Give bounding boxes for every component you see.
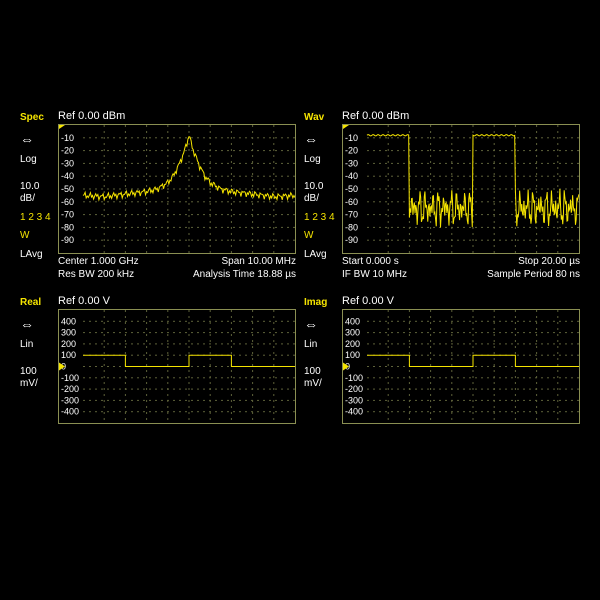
svg-text:100: 100 [345, 350, 360, 360]
svg-text:-400: -400 [345, 407, 363, 417]
wav-per-div-unit: dB/ [304, 193, 342, 206]
real-ref: Ref 0.00 V [58, 295, 296, 307]
wav-scale-mode: Log [304, 154, 342, 167]
real-arrow-icon: ⇔ [20, 316, 32, 334]
wav-arrow-icon: ⇔ [304, 131, 316, 149]
wav-trace-nums: 1 2 3 4 [304, 212, 335, 223]
imag-sidebar: Imag ⇔ Lin 100 mV/ [304, 295, 342, 445]
svg-text:-200: -200 [61, 384, 79, 394]
wav-ref: Ref 0.00 dBm [342, 110, 580, 122]
analyzer-screen: Spec ⇔ Log 10.0 dB/ 1 2 3 4 W LAvg Ref 0… [20, 110, 580, 470]
spec-footer2: Res BW 200 kHz Analysis Time 18.88 µs [58, 269, 296, 280]
imag-ref: Ref 0.00 V [342, 295, 580, 307]
spec-footer1: Center 1.000 GHz Span 10.00 MHz [58, 256, 296, 267]
svg-text:-10: -10 [345, 133, 358, 143]
real-plot[interactable]: 4003002001000-100-200-300-400 [58, 309, 296, 424]
spec-pane: Spec ⇔ Log 10.0 dB/ 1 2 3 4 W LAvg Ref 0… [20, 110, 296, 285]
svg-text:-30: -30 [345, 158, 358, 168]
spec-ref: Ref 0.00 dBm [58, 110, 296, 122]
svg-text:-90: -90 [61, 235, 74, 245]
imag-title: Imag [304, 297, 342, 310]
svg-text:-80: -80 [61, 222, 74, 232]
svg-text:-80: -80 [345, 222, 358, 232]
svg-text:400: 400 [61, 316, 76, 326]
spec-arrow-icon: ⇔ [20, 131, 32, 149]
spec-w: W [20, 230, 58, 243]
spec-per-div: 10.0 [20, 181, 58, 194]
wav-f1r: Stop 20.00 µs [518, 256, 580, 267]
wav-title: Wav [304, 112, 342, 125]
spec-avg: LAvg [20, 249, 58, 262]
wav-per-div: 10.0 [304, 181, 342, 194]
imag-per-div: 100 [304, 366, 342, 379]
svg-text:-60: -60 [345, 197, 358, 207]
svg-text:-40: -40 [61, 171, 74, 181]
svg-text:-400: -400 [61, 407, 79, 417]
svg-text:-100: -100 [345, 373, 363, 383]
wav-f1l: Start 0.000 s [342, 256, 399, 267]
svg-text:-200: -200 [345, 384, 363, 394]
svg-text:100: 100 [61, 350, 76, 360]
svg-text:-50: -50 [61, 184, 74, 194]
real-title: Real [20, 297, 58, 310]
real-per-div: 100 [20, 366, 58, 379]
svg-text:-70: -70 [345, 210, 358, 220]
svg-text:-20: -20 [61, 146, 74, 156]
svg-text:200: 200 [345, 339, 360, 349]
spec-f2r: Analysis Time 18.88 µs [193, 269, 296, 280]
svg-text:200: 200 [61, 339, 76, 349]
spec-per-div-unit: dB/ [20, 193, 58, 206]
svg-text:-30: -30 [61, 158, 74, 168]
spec-f1l: Center 1.000 GHz [58, 256, 139, 267]
wav-pane: Wav ⇔ Log 10.0 dB/ 1 2 3 4 W LAvg Ref 0.… [304, 110, 580, 285]
imag-plot[interactable]: 4003002001000-100-200-300-400 [342, 309, 580, 424]
svg-text:-50: -50 [345, 184, 358, 194]
svg-text:-300: -300 [345, 395, 363, 405]
wav-f2r: Sample Period 80 ns [487, 269, 580, 280]
svg-text:-20: -20 [345, 146, 358, 156]
imag-scale-mode: Lin [304, 339, 342, 352]
svg-text:-70: -70 [61, 210, 74, 220]
svg-text:300: 300 [345, 328, 360, 338]
wav-f2l: IF BW 10 MHz [342, 269, 407, 280]
real-sidebar: Real ⇔ Lin 100 mV/ [20, 295, 58, 445]
svg-text:-100: -100 [61, 373, 79, 383]
wav-sidebar: Wav ⇔ Log 10.0 dB/ 1 2 3 4 W LAvg [304, 110, 342, 285]
svg-text:-90: -90 [345, 235, 358, 245]
spec-scale-mode: Log [20, 154, 58, 167]
wav-footer1: Start 0.000 s Stop 20.00 µs [342, 256, 580, 267]
imag-arrow-icon: ⇔ [304, 316, 316, 334]
spec-plot[interactable]: -10 -20 -30 -40 -50 -60 -70 -80 -90 [58, 124, 296, 254]
imag-per-div-unit: mV/ [304, 378, 342, 391]
spec-f2l: Res BW 200 kHz [58, 269, 134, 280]
spec-f1r: Span 10.00 MHz [222, 256, 297, 267]
wav-plot[interactable]: -10 -20 -30 -40 -50 -60 -70 -80 -90 [342, 124, 580, 254]
spec-title: Spec [20, 112, 58, 125]
wav-avg: LAvg [304, 249, 342, 262]
real-per-div-unit: mV/ [20, 378, 58, 391]
wav-w: W [304, 230, 342, 243]
real-scale-mode: Lin [20, 339, 58, 352]
wav-footer2: IF BW 10 MHz Sample Period 80 ns [342, 269, 580, 280]
svg-text:300: 300 [61, 328, 76, 338]
spec-trace-nums: 1 2 3 4 [20, 212, 51, 223]
svg-text:-300: -300 [61, 395, 79, 405]
spec-sidebar: Spec ⇔ Log 10.0 dB/ 1 2 3 4 W LAvg [20, 110, 58, 285]
real-pane: Real ⇔ Lin 100 mV/ Ref 0.00 V 4003002001… [20, 295, 296, 445]
imag-pane: Imag ⇔ Lin 100 mV/ Ref 0.00 V 4003002001… [304, 295, 580, 445]
svg-text:-10: -10 [61, 133, 74, 143]
svg-text:-60: -60 [61, 197, 74, 207]
svg-text:400: 400 [345, 316, 360, 326]
svg-text:-40: -40 [345, 171, 358, 181]
